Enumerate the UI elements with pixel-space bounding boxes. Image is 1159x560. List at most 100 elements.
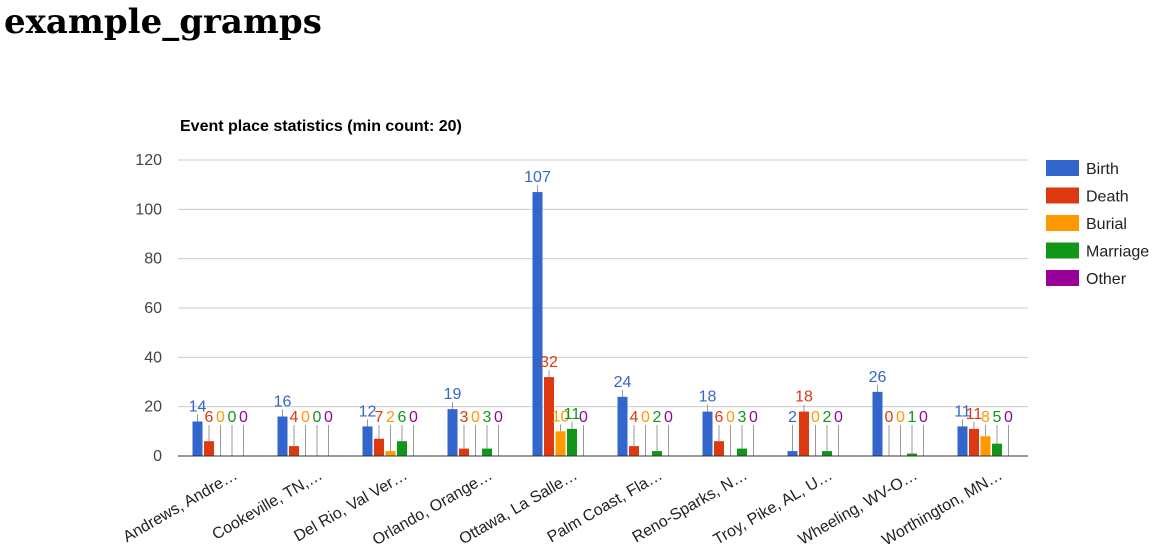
bar-marriage-8 bbox=[907, 453, 917, 456]
bar-death-0 bbox=[204, 441, 214, 456]
data-label-other-7: 0 bbox=[834, 409, 843, 426]
legend-label: Marriage bbox=[1086, 244, 1149, 261]
legend[interactable]: Birth Death Burial Marriage Other bbox=[1046, 160, 1149, 288]
legend-swatch bbox=[1046, 187, 1079, 204]
y-tick-label: 80 bbox=[144, 251, 162, 268]
data-label-other-8: 0 bbox=[919, 409, 928, 426]
y-tick-label: 100 bbox=[135, 201, 162, 218]
legend-item-other[interactable]: Other bbox=[1046, 270, 1127, 288]
bars bbox=[192, 192, 1002, 457]
data-label-marriage-8: 1 bbox=[908, 409, 917, 426]
data-label-marriage-7: 2 bbox=[823, 409, 832, 426]
data-label-death-9: 11 bbox=[966, 406, 983, 423]
legend-swatch bbox=[1046, 160, 1079, 176]
data-label-burial-3: 0 bbox=[471, 409, 480, 426]
label-leader-lines bbox=[197, 185, 1009, 456]
bar-marriage-3 bbox=[482, 448, 492, 456]
data-label-marriage-1: 0 bbox=[313, 409, 322, 426]
gridlines bbox=[178, 159, 1028, 408]
bar-birth-7 bbox=[787, 451, 798, 456]
data-label-other-5: 0 bbox=[664, 409, 673, 426]
legend-item-birth[interactable]: Birth bbox=[1046, 160, 1119, 178]
bar-burial-4 bbox=[555, 431, 566, 456]
y-tick-label: 20 bbox=[144, 399, 162, 416]
data-label-marriage-9: 5 bbox=[993, 409, 1002, 426]
bar-marriage-7 bbox=[822, 451, 832, 456]
data-label-marriage-5: 2 bbox=[653, 409, 662, 426]
legend-item-marriage[interactable]: Marriage bbox=[1046, 242, 1149, 261]
bar-death-6 bbox=[714, 441, 724, 456]
bar-death-9 bbox=[969, 428, 979, 456]
data-label-burial-0: 0 bbox=[216, 409, 225, 426]
data-label-death-1: 4 bbox=[290, 409, 299, 426]
bar-birth-2 bbox=[362, 426, 373, 456]
bar-birth-8 bbox=[872, 391, 883, 456]
data-label-birth-2: 12 bbox=[359, 403, 377, 420]
bar-marriage-5 bbox=[652, 451, 662, 456]
data-label-death-2: 7 bbox=[375, 409, 384, 426]
y-tick-label: 40 bbox=[144, 349, 162, 366]
data-label-marriage-4: 11 bbox=[564, 406, 581, 423]
data-label-death-8: 0 bbox=[885, 409, 894, 426]
data-label-birth-1: 16 bbox=[274, 394, 292, 411]
bar-burial-2 bbox=[385, 451, 396, 456]
bar-marriage-6 bbox=[737, 448, 747, 456]
legend-swatch bbox=[1046, 270, 1079, 286]
bar-death-1 bbox=[289, 446, 299, 456]
legend-item-death[interactable]: Death bbox=[1046, 187, 1129, 206]
bar-marriage-4 bbox=[567, 428, 577, 456]
data-label-burial-8: 0 bbox=[896, 409, 905, 426]
data-label-burial-5: 0 bbox=[641, 409, 650, 426]
data-label-marriage-0: 0 bbox=[228, 409, 237, 426]
y-tick-label: 120 bbox=[135, 152, 162, 169]
data-label-birth-4: 107 bbox=[524, 169, 551, 186]
data-label-death-0: 6 bbox=[205, 409, 214, 426]
data-label-birth-5: 24 bbox=[614, 374, 632, 391]
y-axis-labels: 0 20 40 60 80 100 120 bbox=[135, 152, 162, 465]
data-label-other-3: 0 bbox=[494, 409, 503, 426]
data-label-other-9: 0 bbox=[1004, 409, 1013, 426]
bar-birth-6 bbox=[702, 411, 713, 456]
bar-burial-9 bbox=[980, 436, 991, 456]
data-label-birth-3: 19 bbox=[444, 386, 462, 403]
data-label-marriage-2: 6 bbox=[398, 409, 407, 426]
legend-label: Death bbox=[1086, 189, 1129, 206]
legend-item-burial[interactable]: Burial bbox=[1046, 215, 1127, 233]
data-label-death-4: 32 bbox=[540, 354, 558, 371]
data-label-marriage-6: 3 bbox=[738, 409, 747, 426]
legend-label: Burial bbox=[1086, 216, 1127, 233]
data-label-other-0: 0 bbox=[239, 409, 248, 426]
bar-death-4 bbox=[544, 377, 554, 456]
data-label-death-5: 4 bbox=[630, 409, 639, 426]
data-label-burial-2: 2 bbox=[386, 409, 395, 426]
data-label-other-6: 0 bbox=[749, 409, 758, 426]
legend-swatch bbox=[1046, 215, 1079, 231]
bar-birth-4 bbox=[532, 192, 543, 457]
bar-death-7 bbox=[799, 411, 809, 456]
y-tick-label: 60 bbox=[144, 300, 162, 317]
data-label-birth-9: 11 bbox=[954, 403, 971, 420]
bar-death-3 bbox=[459, 448, 469, 456]
data-label-burial-6: 0 bbox=[726, 409, 735, 426]
bar-death-2 bbox=[374, 438, 384, 456]
legend-label: Birth bbox=[1086, 161, 1119, 178]
data-label-birth-6: 18 bbox=[699, 389, 717, 406]
data-label-burial-4: 10 bbox=[552, 408, 570, 425]
data-label-burial-1: 0 bbox=[301, 409, 310, 426]
data-label-burial-9: 8 bbox=[981, 409, 990, 426]
bar-birth-0 bbox=[192, 421, 203, 456]
bar-birth-5 bbox=[617, 396, 628, 456]
data-label-marriage-3: 3 bbox=[483, 409, 492, 426]
legend-swatch bbox=[1046, 242, 1079, 259]
page-title: example_gramps bbox=[4, 2, 322, 42]
chart-title: Event place statistics (min count: 20) bbox=[180, 118, 462, 135]
data-label-burial-7: 0 bbox=[811, 409, 820, 426]
data-label-other-1: 0 bbox=[324, 409, 333, 426]
data-label-death-6: 6 bbox=[715, 409, 724, 426]
data-label-death-3: 3 bbox=[460, 409, 469, 426]
x-axis-labels: Andrews, Andre…Cookeville, TN,…Del Rio, … bbox=[120, 467, 1005, 550]
data-label-birth-0: 14 bbox=[189, 398, 207, 415]
bar-birth-9 bbox=[957, 426, 968, 456]
legend-label: Other bbox=[1086, 271, 1127, 288]
